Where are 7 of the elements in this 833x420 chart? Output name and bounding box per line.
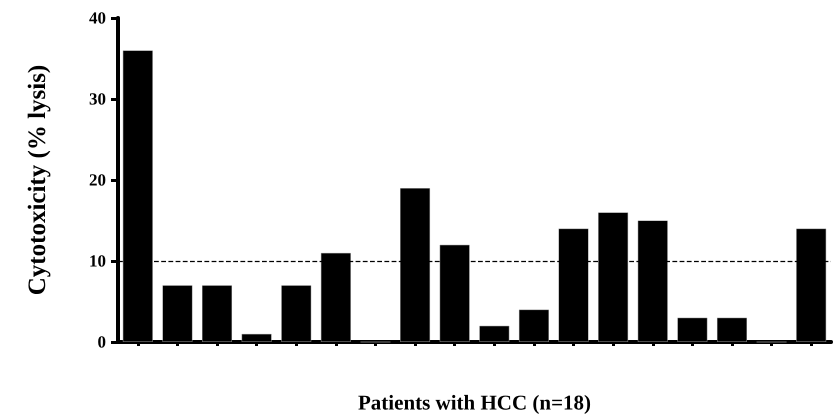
y-axis-title: Cytotoxicity (% lysis) <box>24 64 51 296</box>
y-tick-label: 40 <box>89 8 106 28</box>
y-tick-label: 0 <box>98 332 106 352</box>
y-tick-label: 10 <box>89 252 106 270</box>
y-tick-label: 20 <box>89 170 106 190</box>
x-axis-title: Patients with HCC (n=18) <box>358 390 592 414</box>
y-tick-label: 30 <box>89 90 106 108</box>
